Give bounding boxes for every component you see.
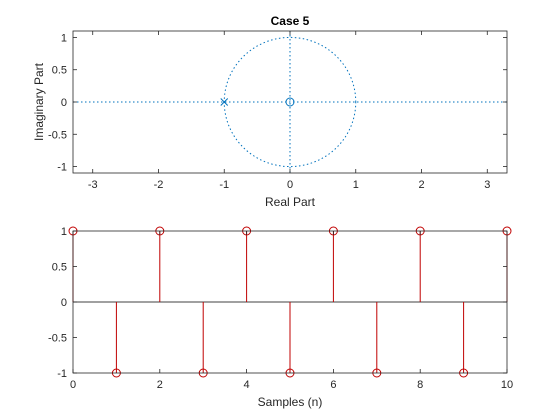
stem-x-tick-label: 8 [417,379,423,391]
pz-x-tick-label: -3 [88,179,98,191]
pz-x-tick-label: 2 [418,179,424,191]
pz-y-tick-label: 1 [61,32,67,44]
stem-x-tick-label: 0 [70,379,76,391]
stem-x-tick-label: 4 [244,379,250,391]
pz-x-axis-label: Real Part [265,195,316,209]
stem-x-tick-label: 2 [157,379,163,391]
pz-x-tick-label: 1 [353,179,359,191]
pz-x-tick-label: -1 [219,179,229,191]
stem-y-tick-label: 1 [61,226,67,238]
stem-x-axis-label: Samples (n) [258,395,323,409]
stem-x-tick-label: 6 [330,379,336,391]
stem-y-tick-label: 0 [61,297,67,309]
stem-y-tick-label: 0.5 [52,262,67,274]
stem-y-ticks: -1 -0.5 0 0.5 1 [48,226,507,380]
pz-y-tick-label: -1 [57,162,67,174]
pz-x-tick-label: 0 [287,179,293,191]
zero-marker [285,97,295,107]
pz-reference-lines [73,31,507,173]
pz-title: Case 5 [271,14,310,28]
pz-y-axis-label: Imaginary Part [32,62,46,141]
stem-axes: 0 2 4 6 8 10 -1 -0.5 0 0.5 1 Samples (n) [48,226,513,409]
pole-zero-axes: -3 -2 -1 0 1 2 3 -1-0.500.51 Case 5 Real Part … [32,14,508,209]
stem-y-tick-label: -1 [57,368,67,380]
pz-x-tick-label: -2 [154,179,164,191]
pz-y-tick-label: 0.5 [52,65,67,77]
pz-y-ticks: -1 -0.5 0 0.5 1 [48,32,507,174]
stem-x-ticks: 0 2 4 6 8 10 [70,231,513,391]
pz-y-tick-label: -0.5 [48,129,67,141]
pz-x-ticks: -3 -2 -1 0 1 2 3 [88,31,490,191]
pole-marker [220,98,229,106]
pz-marks [220,97,295,107]
stem-x-tick-label: 10 [501,379,513,391]
pz-y-tick-label: 0 [61,97,67,109]
pz-x-tick-label: 3 [484,179,490,191]
stem-y-tick-label: -0.5 [48,333,67,345]
